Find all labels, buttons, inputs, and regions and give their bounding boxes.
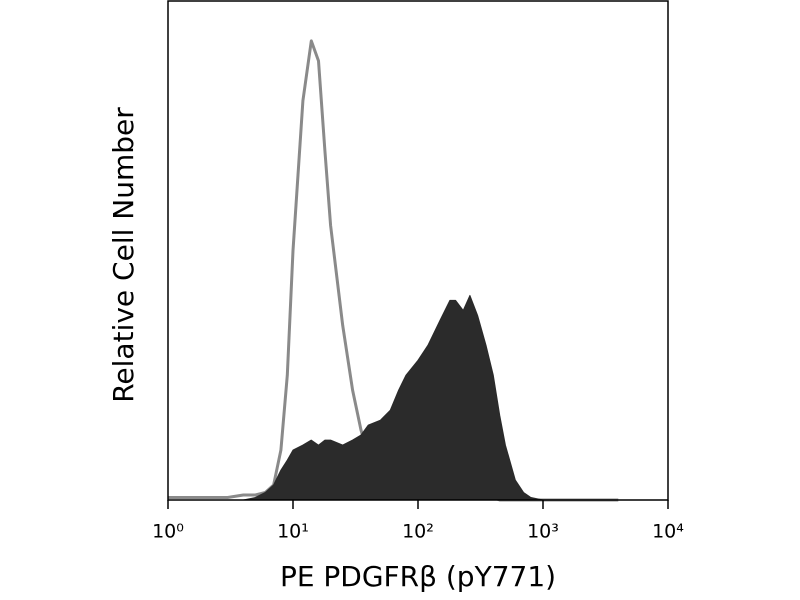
x-tick-label: 10²	[402, 521, 434, 543]
x-tick-label: 10⁰	[152, 521, 184, 543]
x-tick-label: 10¹	[277, 521, 309, 543]
y-axis-label: Relative Cell Number	[107, 107, 140, 403]
filled-histogram	[167, 294, 619, 501]
x-axis-label: PE PDGFRβ (pY771)	[280, 560, 556, 593]
x-tick-label: 10³	[527, 521, 559, 543]
x-tick-label: 10⁴	[652, 521, 684, 543]
